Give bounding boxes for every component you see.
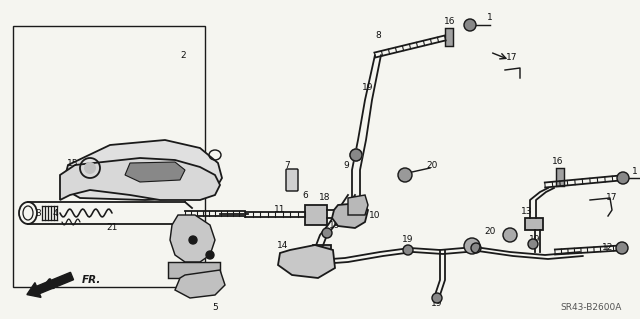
Circle shape — [398, 168, 412, 182]
Text: 18: 18 — [319, 194, 331, 203]
Ellipse shape — [84, 162, 96, 174]
Text: 8: 8 — [375, 31, 381, 40]
FancyBboxPatch shape — [313, 245, 331, 259]
Text: 19: 19 — [529, 235, 541, 244]
Text: FR.: FR. — [82, 275, 101, 285]
Text: 6: 6 — [302, 190, 308, 199]
Text: 1: 1 — [632, 167, 638, 176]
Circle shape — [432, 293, 442, 303]
Text: 19: 19 — [431, 299, 443, 308]
Text: 15: 15 — [67, 159, 79, 167]
Circle shape — [464, 238, 480, 254]
Text: 19: 19 — [403, 235, 413, 244]
Text: 7: 7 — [284, 160, 290, 169]
Polygon shape — [62, 140, 222, 200]
Circle shape — [617, 172, 629, 184]
Circle shape — [471, 243, 481, 253]
Polygon shape — [175, 270, 225, 298]
Text: 4: 4 — [52, 209, 58, 218]
Polygon shape — [332, 203, 368, 228]
Text: 12: 12 — [602, 243, 614, 253]
Text: 17: 17 — [506, 53, 518, 62]
Text: 19: 19 — [362, 84, 374, 93]
FancyBboxPatch shape — [305, 205, 327, 225]
Text: 3: 3 — [35, 209, 41, 218]
Text: 5: 5 — [212, 303, 218, 313]
Circle shape — [616, 242, 628, 254]
Text: 16: 16 — [444, 18, 456, 26]
Text: 10: 10 — [369, 211, 381, 219]
Circle shape — [206, 251, 214, 259]
Text: 20: 20 — [426, 160, 438, 169]
Text: 11: 11 — [275, 205, 285, 214]
Circle shape — [189, 236, 197, 244]
Bar — [13, 26, 205, 287]
FancyBboxPatch shape — [556, 168, 564, 186]
Circle shape — [350, 149, 362, 161]
FancyBboxPatch shape — [445, 28, 453, 46]
Text: 2: 2 — [180, 50, 186, 60]
Text: 1: 1 — [487, 13, 493, 23]
Polygon shape — [168, 262, 220, 278]
Polygon shape — [348, 195, 368, 215]
Text: 13: 13 — [521, 207, 532, 217]
Text: 20: 20 — [484, 227, 496, 236]
Circle shape — [322, 228, 332, 238]
Text: 17: 17 — [606, 194, 618, 203]
FancyBboxPatch shape — [286, 169, 298, 191]
Text: 16: 16 — [552, 158, 564, 167]
Circle shape — [528, 239, 538, 249]
Circle shape — [403, 245, 413, 255]
Circle shape — [503, 228, 517, 242]
Text: 19: 19 — [329, 220, 340, 229]
FancyBboxPatch shape — [525, 218, 543, 230]
Text: 21: 21 — [106, 224, 118, 233]
Text: SR43-B2600A: SR43-B2600A — [560, 303, 621, 313]
Polygon shape — [170, 215, 215, 262]
Text: 14: 14 — [277, 241, 289, 249]
Polygon shape — [278, 245, 335, 278]
FancyArrow shape — [27, 272, 74, 297]
Text: 9: 9 — [343, 160, 349, 169]
Polygon shape — [125, 162, 185, 182]
Polygon shape — [60, 158, 220, 200]
Circle shape — [464, 19, 476, 31]
